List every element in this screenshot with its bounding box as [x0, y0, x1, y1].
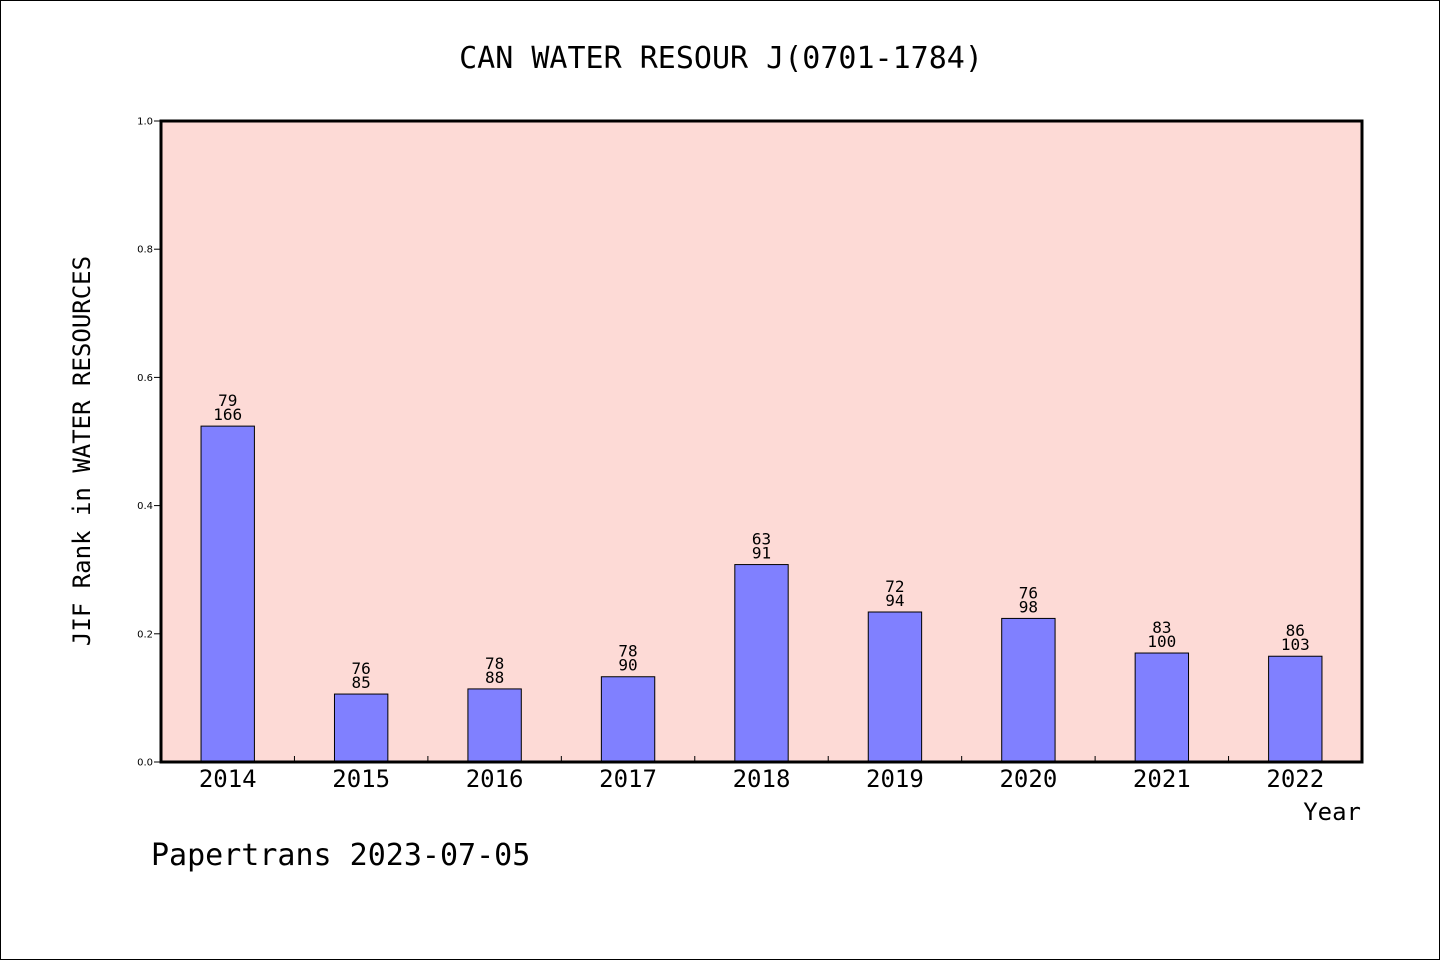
bar-label-top: 79 [218, 391, 237, 410]
bar-label-bottom: 85 [352, 673, 371, 692]
bar-label-top: 78 [485, 654, 504, 673]
bar [467, 688, 522, 763]
chart-title: CAN WATER RESOUR J(0701-1784) [459, 41, 983, 76]
y-tick-label: 0.4 [137, 501, 153, 512]
bar-label-top: 76 [1019, 583, 1038, 602]
bar-label-bottom: 98 [1019, 597, 1038, 616]
y-axis-title: JIF Rank in WATER RESOURCES [68, 256, 96, 646]
bar-label-top: 78 [618, 642, 637, 661]
x-axis-title: Year [1303, 798, 1361, 826]
x-tick-label: 2017 [599, 765, 657, 793]
x-tick-label: 2015 [332, 765, 390, 793]
bar [333, 693, 389, 763]
bar [1001, 617, 1056, 763]
y-tick-label: 0.8 [137, 245, 153, 256]
bar-series [200, 425, 1323, 763]
bar-label-bottom: 166 [213, 405, 242, 424]
bar-label-top: 63 [752, 530, 771, 549]
bar [600, 676, 656, 763]
bar [200, 425, 255, 763]
y-tick-label: 0.2 [137, 629, 153, 640]
x-axis: 2014 2015 2016 2017 2018 2019 2020 2021 2022 [199, 756, 1324, 793]
bar-label-top: 72 [885, 577, 904, 596]
bar-label-bottom: 100 [1147, 632, 1176, 651]
x-tick-label: 2021 [1133, 765, 1191, 793]
footer-watermark: Papertrans 2023-07-05 [151, 838, 530, 873]
x-tick-label: 2014 [199, 765, 257, 793]
bar [1134, 652, 1190, 763]
bar-label-bottom: 88 [485, 668, 504, 687]
y-tick-label: 0.6 [137, 373, 153, 384]
bar-label-bottom: 103 [1281, 635, 1310, 654]
y-tick-label: 1.0 [137, 117, 153, 128]
bar-label-top: 76 [352, 659, 371, 678]
bar-label-bottom: 90 [618, 656, 637, 675]
x-tick-label: 2019 [866, 765, 924, 793]
bar [734, 564, 789, 763]
x-tick-label: 2016 [466, 765, 524, 793]
x-tick-label: 2018 [733, 765, 791, 793]
bar [867, 611, 923, 763]
x-tick-label: 2020 [999, 765, 1057, 793]
y-tick-label: 0.0 [137, 758, 153, 769]
bar-label-bottom: 91 [752, 544, 771, 563]
bar-label-bottom: 94 [885, 591, 904, 610]
bar-label-top: 86 [1286, 621, 1305, 640]
y-axis: 0.0 0.2 0.4 0.6 0.8 1.0 [137, 117, 161, 769]
bar [1268, 655, 1323, 763]
x-tick-label: 2022 [1266, 765, 1324, 793]
bar-label-top: 83 [1152, 618, 1171, 637]
plot-frame [159, 119, 1364, 764]
